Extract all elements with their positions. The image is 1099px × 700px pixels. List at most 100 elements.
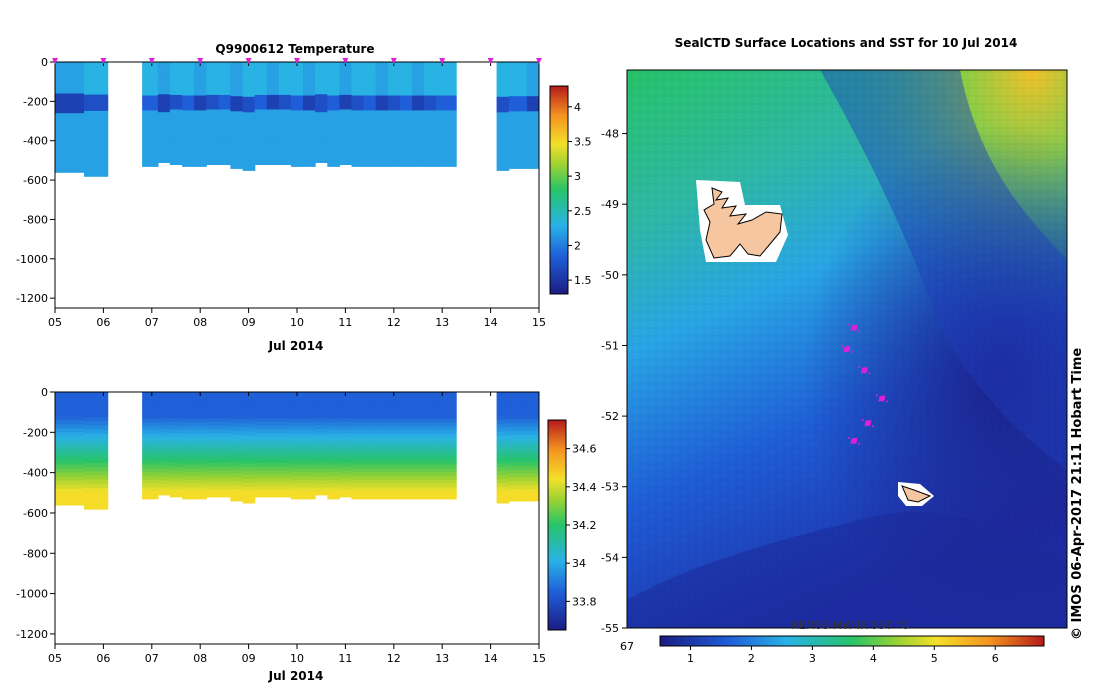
section-cell [278,481,292,487]
section-cell [303,155,316,160]
section-cell [496,491,510,496]
section-cell [84,98,129,104]
section-cell [55,148,85,154]
section-cell [363,487,377,492]
section-cell [496,89,510,94]
section-cell [375,418,389,424]
section-cell [387,414,401,420]
section-cell [436,162,467,167]
section-cell [508,473,528,479]
section-cell [424,62,437,67]
data-gap [456,392,491,644]
section-cell [157,122,171,128]
section-cell [266,135,280,140]
y-tick-label: -200 [23,95,48,108]
section-cell [399,456,413,462]
salinity-data [55,392,539,644]
section-cell [157,83,171,88]
section-cell [399,69,413,74]
section-cell [303,140,316,145]
section-cell [327,483,340,488]
section-cell [290,476,304,481]
section-cell [387,158,401,164]
section-cell [496,447,510,452]
section-cell [375,392,389,397]
section-cell [339,407,353,412]
section-cell [526,481,539,486]
section-cell [436,65,467,70]
section-cell [206,392,219,397]
section-cell [218,455,232,460]
section-cell [387,468,401,473]
section-cell [254,448,268,453]
section-cell [412,147,425,152]
section-cell [387,125,401,130]
section-cell [242,399,256,405]
section-cell [526,415,539,420]
section-cell [230,69,244,74]
section-cell [412,476,425,481]
section-cell [327,99,340,104]
section-cell [290,479,304,485]
section-cell [169,418,183,423]
section-cell [424,479,437,485]
section-cell [508,419,528,424]
section-cell [339,410,353,415]
section-cell [412,125,425,130]
section-cell [278,455,292,460]
sst-colorbar-ticks: 123456686970717273747576 [687,646,999,665]
section-cell [169,440,183,445]
section-cell [290,399,304,404]
x-tick-label: 06 [96,316,110,329]
section-cell [412,80,425,85]
section-cell [339,153,353,158]
section-cell [496,487,510,492]
section-cell [436,91,467,97]
section-cell [194,468,207,473]
section-cell [127,151,159,156]
section-cell [230,160,244,166]
section-cell [242,427,256,433]
section-cell [303,125,316,130]
section-cell [327,464,340,469]
section-cell [315,447,328,452]
section-cell [351,464,365,469]
section-cell [526,465,539,471]
section-cell [206,448,219,453]
section-cell [436,407,467,412]
profile-marker [487,58,494,64]
section-cell [351,88,365,93]
section-cell [182,117,195,123]
section-cell [303,418,316,424]
section-cell [315,90,328,95]
section-cell [169,120,183,125]
data-gap [108,392,143,644]
section-cell [55,464,85,470]
section-cell [424,483,437,488]
section-cell [424,464,437,469]
section-cell [230,446,244,451]
section-cell [218,474,232,479]
section-cell [375,479,389,485]
section-cell [303,151,316,156]
section-cell [508,96,528,101]
section-cell [412,144,425,149]
section-cell [339,83,353,89]
section-cell [303,434,316,439]
section-cell [375,449,389,454]
seal-location [841,345,843,347]
section-cell [266,463,280,468]
section-cell [436,426,467,431]
section-cell [387,418,401,424]
map-x-tick-67: 67 [620,640,634,653]
section-cell [242,143,256,148]
x-tick-label: 05 [48,316,62,329]
section-cell [424,106,437,111]
section-cell [254,62,268,67]
section-cell [254,478,268,483]
section-cell [218,436,232,442]
section-cell [127,468,159,473]
section-cell [526,111,539,116]
section-cell [182,73,195,78]
seal-location [868,372,871,375]
